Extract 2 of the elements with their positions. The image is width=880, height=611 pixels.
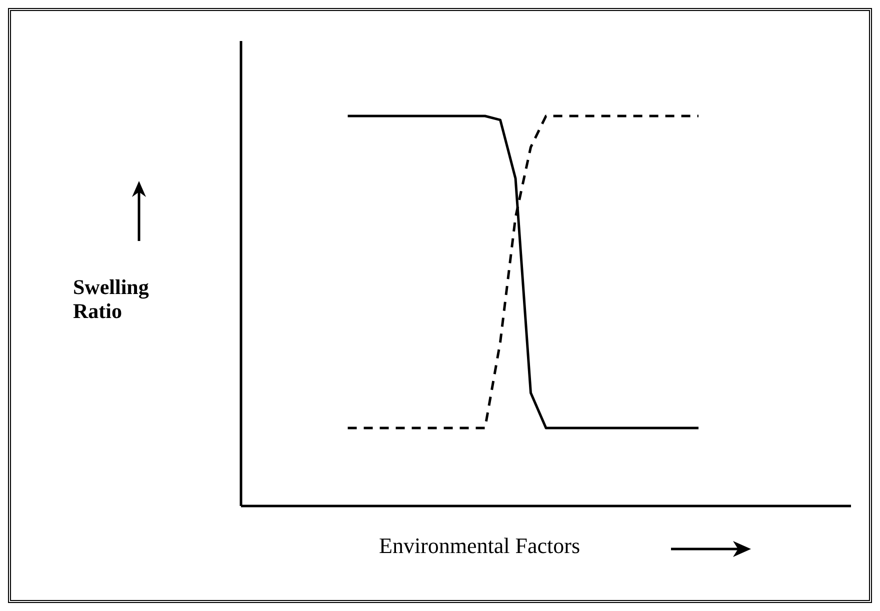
y-axis-title: Swelling Ratio <box>73 275 150 323</box>
x-axis-title: Environmental Factors <box>379 533 580 559</box>
